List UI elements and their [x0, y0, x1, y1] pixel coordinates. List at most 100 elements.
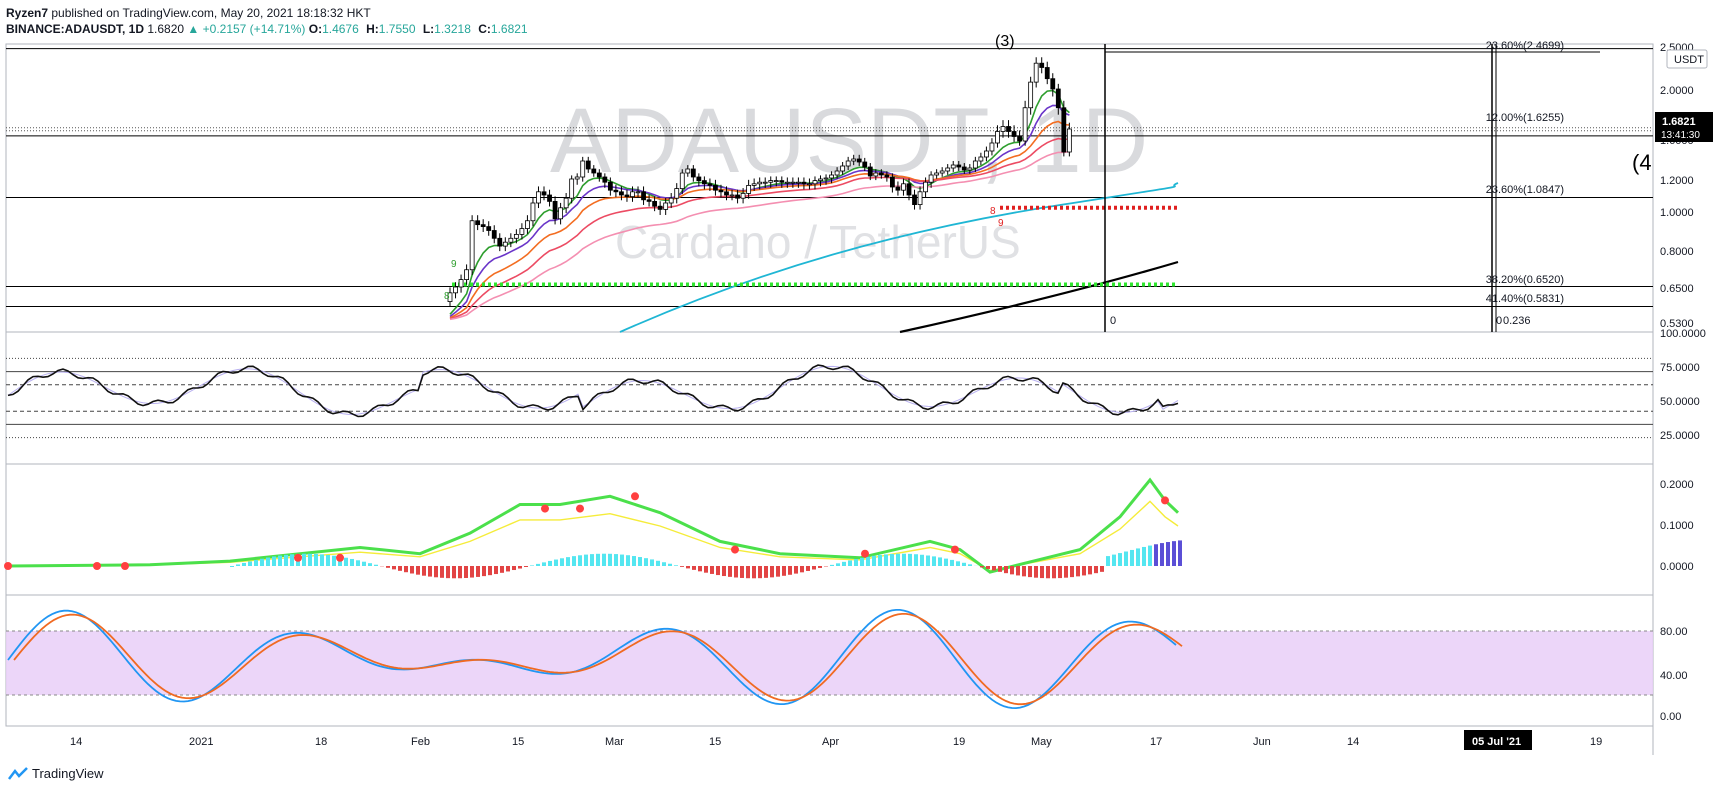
- candle-body: [513, 233, 519, 239]
- rsi-fast-line: [7, 365, 1179, 416]
- macd-histogram-bar: [980, 566, 984, 568]
- stoch-axis: 80.00 40.00 0.00: [1660, 626, 1688, 723]
- candle-body: [458, 279, 464, 288]
- candle-body: [569, 178, 575, 199]
- candle-body: [1039, 62, 1045, 68]
- macd-histogram-bar: [1022, 566, 1026, 577]
- macd-histogram-bar: [704, 566, 708, 573]
- candle-body: [906, 183, 912, 196]
- macd-histogram-bar: [404, 566, 408, 573]
- candle-body: [1033, 62, 1039, 83]
- time-tick: 2021: [189, 736, 213, 748]
- macd-histogram-bar: [656, 560, 660, 566]
- fib-label-4: 38.20%(0.6520): [1486, 274, 1564, 286]
- close-label: C:: [478, 22, 491, 36]
- macd-histogram-bar: [1016, 566, 1020, 576]
- candle-body: [591, 168, 597, 174]
- macd-histogram-bar: [260, 558, 264, 566]
- macd-histogram-bar: [890, 553, 894, 566]
- candle-body: [525, 220, 530, 229]
- candle-body: [729, 194, 735, 197]
- macd-histogram-bar: [872, 555, 876, 566]
- macd-histogram-bar: [692, 566, 696, 570]
- macd-histogram-bar: [944, 558, 948, 566]
- macd-histogram-bar: [590, 554, 594, 566]
- candle-body: [718, 189, 724, 193]
- rsi-tick: 50.0000: [1660, 396, 1700, 408]
- open-label: O:: [308, 22, 323, 36]
- price-axis[interactable]: 2.5000 2.0000 1.6000 1.2000 1.0000 0.800…: [1655, 42, 1713, 330]
- macd-axis: 0.2000 0.1000 0.0000: [1660, 479, 1694, 573]
- candle-body: [469, 220, 475, 271]
- tradingview-logo[interactable]: TradingView: [8, 766, 104, 781]
- macd-histogram-bar: [248, 561, 252, 566]
- candle-body: [491, 230, 497, 239]
- macd-histogram-bar: [914, 554, 918, 566]
- wave-label-4: (4: [1632, 150, 1652, 175]
- high-value: 1.7550: [378, 22, 416, 36]
- candle-body: [840, 165, 846, 172]
- macd-cross-dot: [576, 504, 584, 513]
- candle-body: [984, 150, 989, 158]
- macd-histogram-bar: [668, 563, 672, 566]
- candle-body: [928, 174, 934, 183]
- macd-histogram-bar: [1040, 566, 1044, 579]
- macd-histogram-bar: [434, 566, 438, 578]
- candle-body: [690, 168, 696, 178]
- fib-label-5: 41.40%(0.5831): [1486, 293, 1564, 305]
- candle-body: [768, 180, 774, 183]
- time-tick: 15: [512, 736, 524, 748]
- candle-body: [995, 131, 1000, 144]
- candle-body: [497, 237, 503, 247]
- currency-label: USDT: [1674, 54, 1704, 66]
- macd-histogram-bar: [728, 566, 732, 577]
- macd-histogram-bar: [1064, 566, 1068, 578]
- macd-histogram-bar: [356, 560, 360, 566]
- ema-line: [449, 120, 1070, 319]
- time-tick: Feb: [411, 736, 430, 748]
- candle-body: [978, 156, 984, 162]
- zero-label: 0: [1110, 315, 1116, 327]
- stoch-tick: 80.00: [1660, 626, 1688, 638]
- candle-body: [851, 158, 857, 162]
- macd-histogram-bar: [1130, 549, 1134, 566]
- candle-countdown: 13:41:30: [1661, 130, 1700, 141]
- macd-signal-line: [7, 500, 1179, 572]
- candle-body: [624, 194, 630, 198]
- candle-body: [530, 202, 536, 222]
- candle-body: [563, 197, 569, 209]
- candle-body: [464, 269, 469, 281]
- rsi-axis: 100.0000 75.0000 50.0000 25.0000: [1660, 328, 1706, 442]
- time-tick: 18: [315, 736, 327, 748]
- candlesticks: [447, 57, 1072, 307]
- candle-body: [536, 191, 541, 204]
- low-value: 1.3218: [434, 22, 471, 36]
- macd-histogram-bar: [1160, 543, 1164, 566]
- macd-tick: 0.2000: [1660, 479, 1694, 491]
- macd-cross-dot: [731, 545, 739, 554]
- macd-pane[interactable]: [5, 463, 1654, 596]
- candle-body: [613, 189, 619, 193]
- macd-histogram-bar: [794, 566, 798, 574]
- ema-line: [449, 137, 1070, 320]
- candle-body: [541, 191, 547, 196]
- candle-body: [580, 160, 586, 178]
- candle-body: [602, 176, 608, 183]
- candle-body: [1044, 67, 1050, 80]
- macd-histogram-bar: [398, 566, 402, 571]
- macd-histogram-bar: [314, 553, 318, 566]
- macd-histogram-bar: [770, 566, 774, 578]
- time-axis[interactable]: 14 2021 18 Feb 15 Mar 15 Apr 19 May 17 J…: [70, 730, 1602, 750]
- wave-label-3: (3): [995, 33, 1015, 50]
- candle-body: [890, 176, 895, 188]
- candle-body: [508, 237, 514, 243]
- publisher-name: Ryzen7: [6, 6, 49, 20]
- candle-body: [862, 161, 868, 168]
- candle-body: [558, 207, 563, 220]
- support-levels: [452, 205, 1178, 287]
- currency-badge[interactable]: [1666, 49, 1708, 69]
- candle-body: [696, 176, 702, 181]
- time-tick: 17: [1150, 736, 1162, 748]
- rsi-pane[interactable]: [5, 331, 1654, 465]
